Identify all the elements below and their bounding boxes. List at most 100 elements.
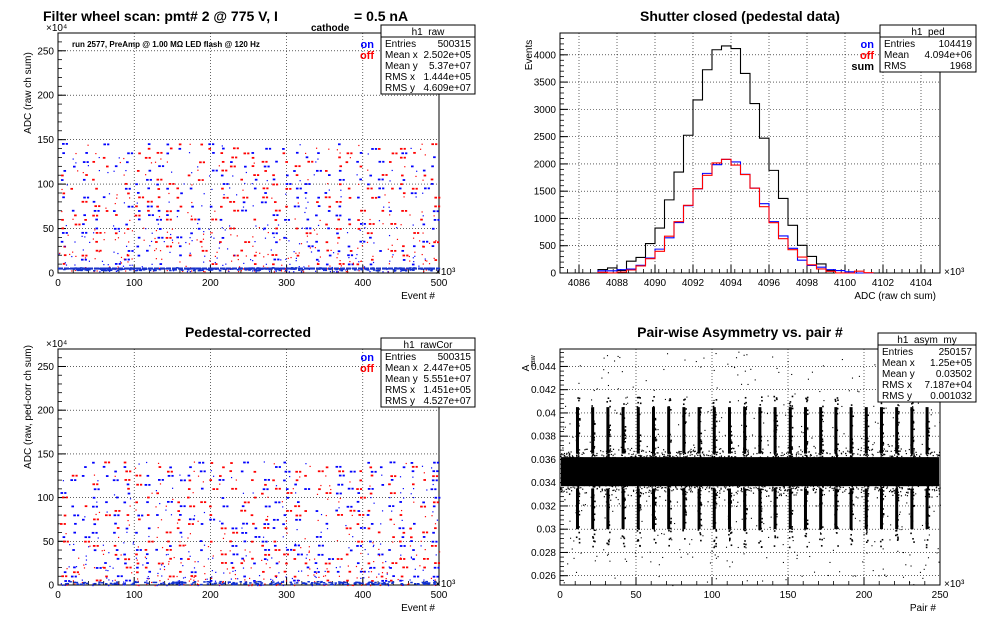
data-point <box>266 187 268 189</box>
data-point <box>763 489 764 490</box>
data-point <box>209 229 210 230</box>
data-point <box>675 487 676 488</box>
data-point <box>95 532 97 534</box>
data-point <box>892 495 893 496</box>
data-point <box>262 571 265 573</box>
x-exponent: ×10³ <box>944 267 965 278</box>
data-point <box>86 556 87 557</box>
data-point <box>284 514 287 516</box>
data-point <box>621 485 622 486</box>
data-point <box>103 545 104 546</box>
data-point <box>61 227 64 229</box>
x-tick-label: 4088 <box>606 278 629 289</box>
data-point <box>282 501 283 502</box>
data-point <box>424 472 425 473</box>
data-point <box>422 531 425 533</box>
y-tick-label: 1000 <box>534 214 557 225</box>
data-point <box>288 471 290 473</box>
data-point <box>657 487 658 488</box>
data-point <box>387 574 388 575</box>
data-point <box>299 515 301 517</box>
data-point <box>630 450 631 451</box>
data-point <box>97 488 99 490</box>
data-point <box>400 555 401 556</box>
data-point <box>368 554 369 555</box>
data-point <box>574 487 575 488</box>
data-point <box>806 456 808 458</box>
data-point <box>239 266 240 267</box>
data-point <box>304 488 307 490</box>
data-point <box>102 567 103 568</box>
data-point <box>336 271 337 272</box>
data-point <box>664 456 665 457</box>
data-point <box>709 487 710 488</box>
data-point <box>242 523 245 525</box>
data-point <box>255 179 258 181</box>
baseline-point <box>149 270 152 272</box>
baseline-point <box>181 584 184 586</box>
data-point <box>69 566 70 567</box>
data-point <box>286 549 289 551</box>
data-point <box>575 458 576 459</box>
data-point <box>84 466 87 468</box>
data-point <box>361 541 363 543</box>
data-point <box>293 549 296 551</box>
y-tick-label: 0.038 <box>531 432 556 443</box>
data-point <box>880 541 882 543</box>
data-point <box>701 441 703 443</box>
data-point <box>813 486 814 487</box>
data-point <box>286 183 289 185</box>
data-point <box>290 257 291 258</box>
data-point <box>283 462 286 464</box>
data-point <box>798 453 799 454</box>
baseline-point <box>323 582 326 584</box>
y-tick-label: 150 <box>37 449 54 460</box>
data-point <box>745 529 747 531</box>
data-point <box>74 479 76 481</box>
data-point <box>723 451 724 452</box>
x-tick-label: 200 <box>202 590 219 601</box>
data-point <box>279 239 280 240</box>
data-point <box>631 456 632 457</box>
data-point <box>594 501 596 503</box>
data-point <box>404 157 406 159</box>
data-point <box>782 455 783 456</box>
data-point <box>225 264 226 265</box>
data-point <box>578 400 580 402</box>
data-point <box>225 553 227 555</box>
data-point <box>160 568 161 569</box>
data-point <box>435 523 436 524</box>
data-point <box>259 227 260 228</box>
data-point <box>162 479 164 481</box>
data-point <box>157 585 158 586</box>
data-point <box>841 453 842 454</box>
data-point <box>907 495 908 496</box>
data-point <box>891 451 892 452</box>
data-point <box>690 455 691 456</box>
data-point <box>74 523 77 525</box>
data-point <box>116 549 119 551</box>
data-point <box>609 406 611 408</box>
data-point <box>700 540 702 542</box>
data-point <box>151 493 152 494</box>
data-point <box>259 575 260 576</box>
data-point <box>560 489 561 490</box>
data-point <box>936 490 937 491</box>
data-point <box>61 583 62 584</box>
data-point <box>388 505 391 507</box>
data-point <box>69 544 70 545</box>
data-point <box>793 486 794 487</box>
data-point <box>744 546 746 548</box>
baseline-point <box>256 584 259 586</box>
data-point <box>73 166 76 168</box>
data-point <box>423 215 424 216</box>
data-point <box>99 580 101 582</box>
data-point <box>276 184 278 186</box>
spike-lower <box>698 489 701 530</box>
baseline-point <box>428 582 431 584</box>
data-point <box>929 485 930 486</box>
data-point <box>99 271 100 272</box>
data-point <box>650 457 651 458</box>
data-point <box>789 531 791 533</box>
data-point <box>381 580 384 582</box>
